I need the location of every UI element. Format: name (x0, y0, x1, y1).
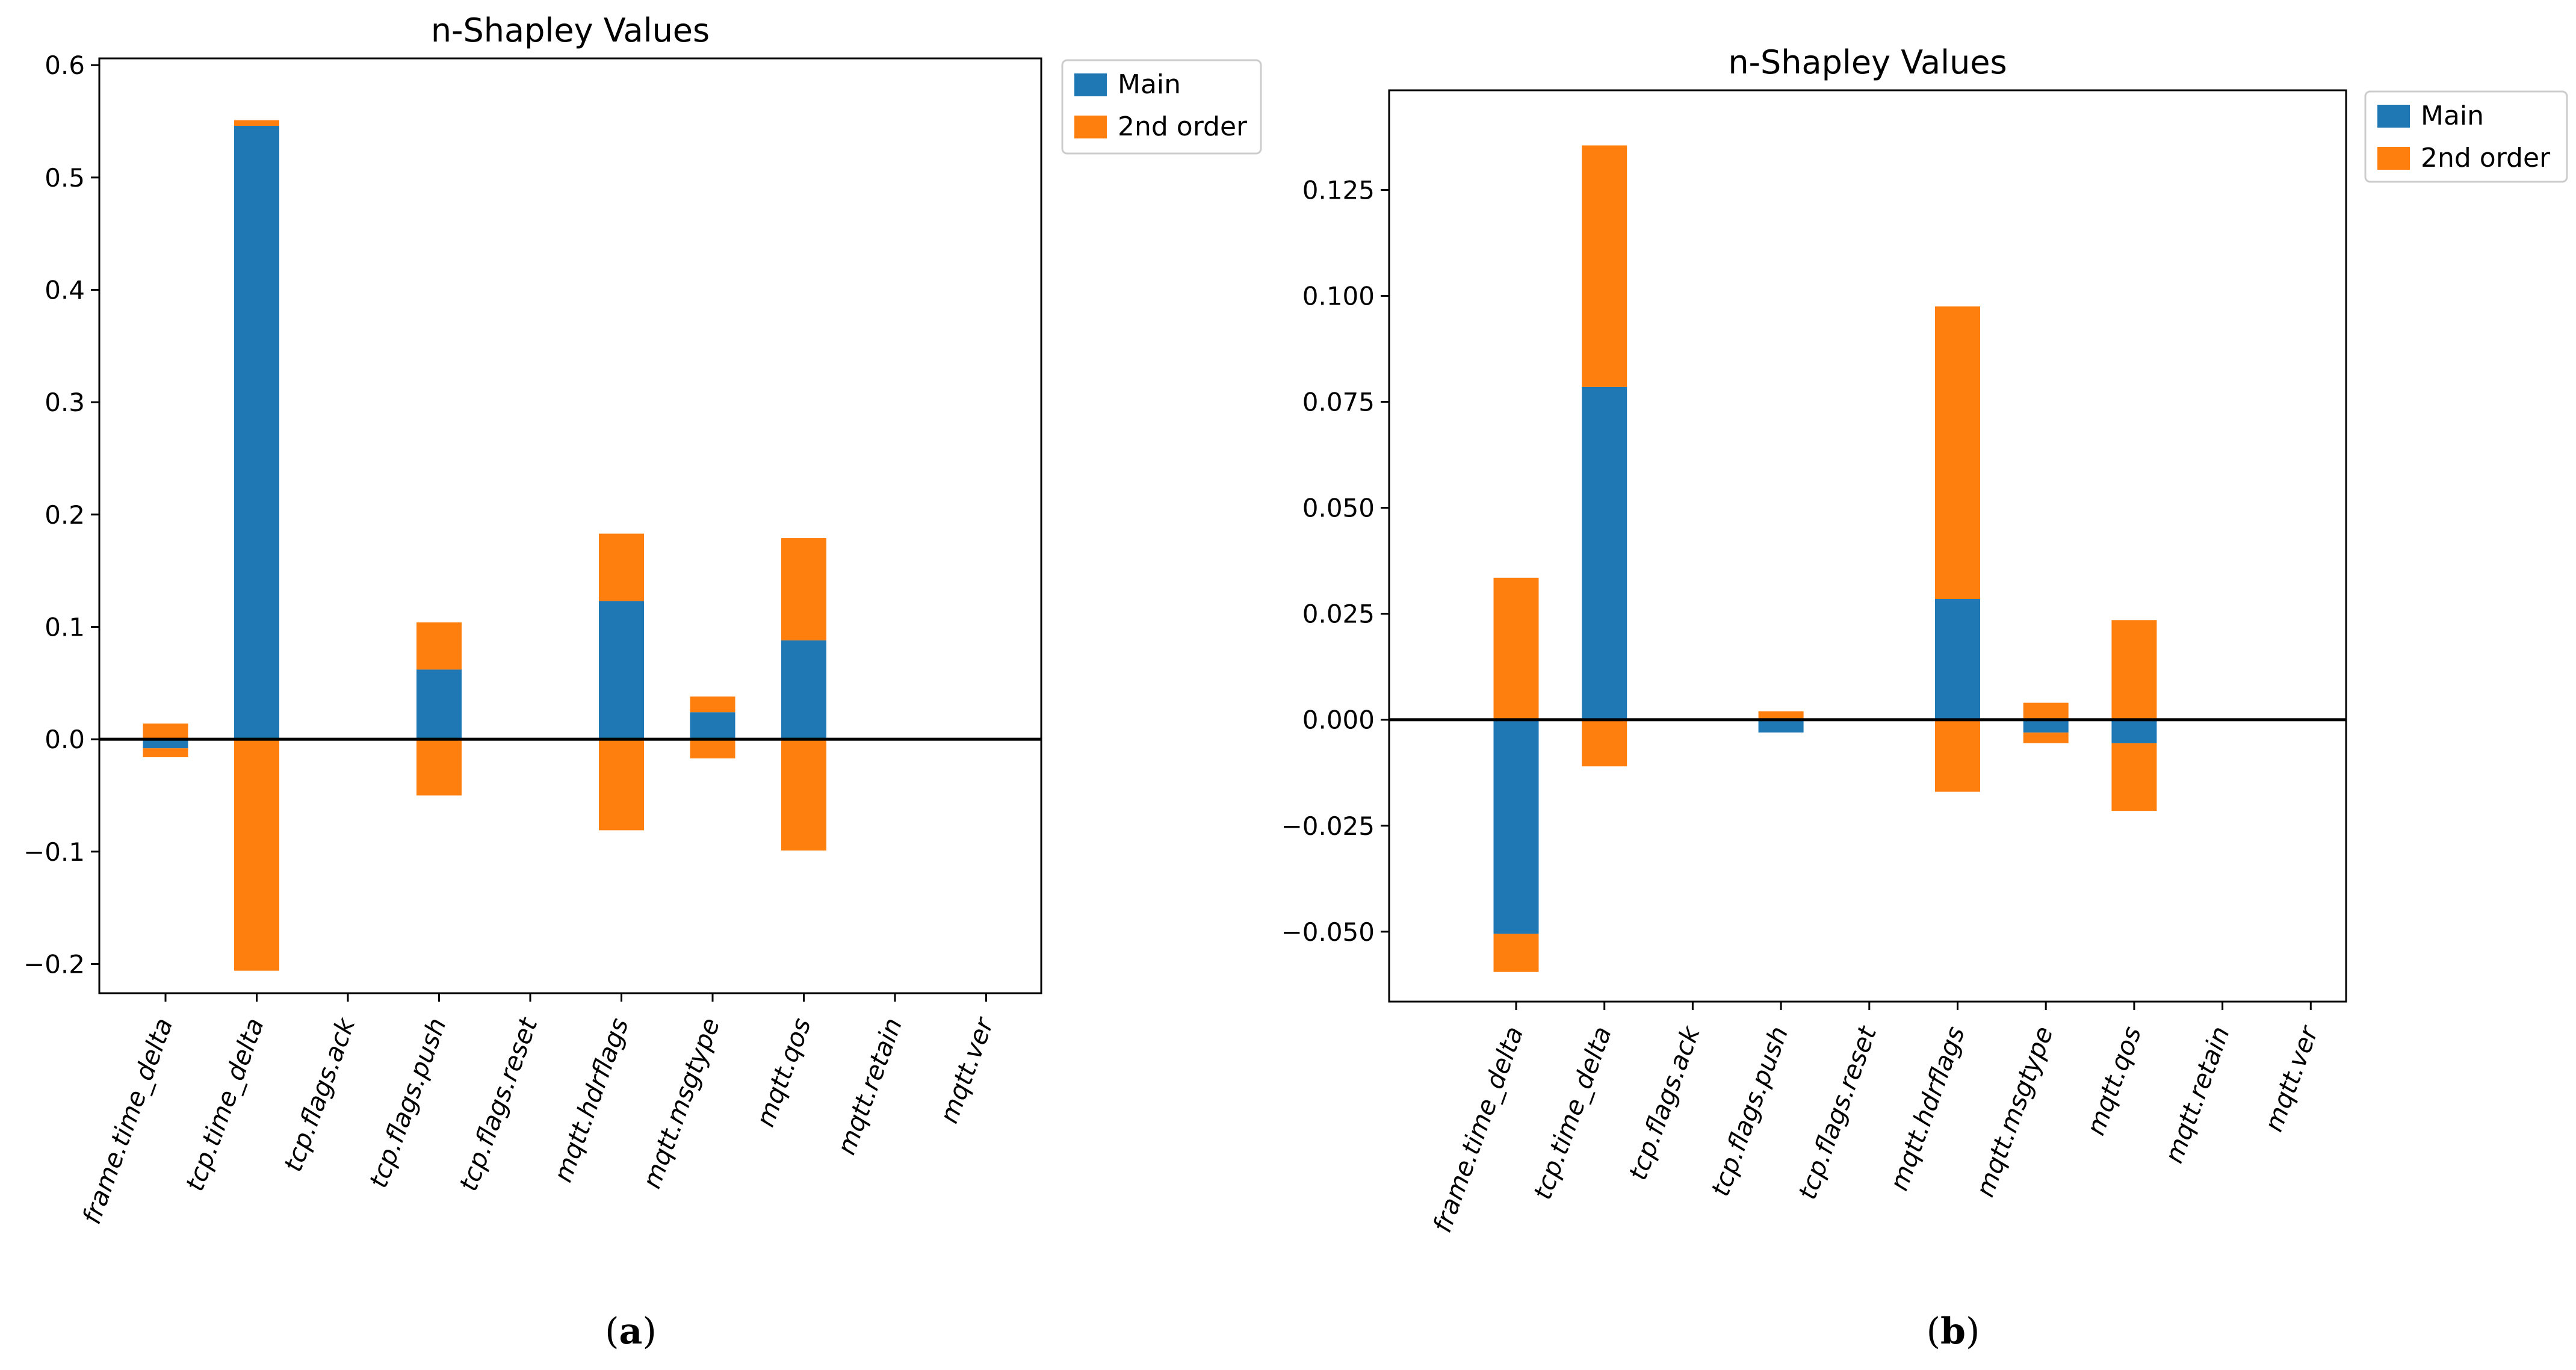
bar-2nd-order-negative (143, 748, 188, 758)
legend-box (1061, 59, 1262, 155)
caption-paren-close: ) (642, 1310, 656, 1353)
bar-main (2023, 719, 2069, 733)
bar-main (1758, 719, 1804, 733)
bar-main (781, 640, 826, 740)
bar-main (2111, 719, 2157, 743)
legend-swatch (1074, 73, 1107, 96)
bar-main (234, 125, 279, 740)
y-tick-label: 0.050 (1302, 494, 1375, 523)
figure-caption: (a) (605, 1310, 657, 1353)
bar-2nd-order-positive (1935, 306, 1980, 600)
y-tick-label: 0.5 (45, 163, 85, 193)
figure-caption: (b) (1927, 1310, 1980, 1353)
caption-letter: b (1940, 1310, 1966, 1353)
bar-main (1582, 386, 1627, 720)
legend-label: Main (1118, 69, 1181, 100)
caption-paren-close: ) (1966, 1310, 1980, 1353)
bar-2nd-order-positive (2023, 702, 2069, 720)
y-tick-label: 0.000 (1302, 705, 1375, 735)
bar-2nd-order-negative (1582, 719, 1627, 767)
bar-2nd-order-negative (416, 739, 462, 796)
caption-paren-open: ( (605, 1310, 619, 1353)
legend: Main 2nd order (1061, 59, 1262, 155)
y-tick-label: 0.6 (45, 51, 85, 80)
chart-title: n-Shapley Values (1728, 43, 2007, 81)
bar-2nd-order-negative (2111, 743, 2157, 811)
bar-main (1935, 599, 1980, 720)
legend: Main 2nd order (2364, 90, 2568, 183)
bar-main (599, 601, 644, 740)
plot-frame (1388, 89, 2347, 1003)
y-tick-label: −0.2 (23, 949, 85, 979)
bar-2nd-order-positive (1493, 577, 1539, 720)
y-tick-label: 0.3 (45, 388, 85, 417)
y-tick-label: 0.100 (1302, 282, 1375, 311)
legend-swatch (1074, 116, 1107, 138)
caption-paren-open: ( (1927, 1310, 1940, 1353)
y-tick-label: 0.1 (45, 612, 85, 642)
bar-2nd-order-positive (234, 120, 279, 126)
bar-2nd-order-negative (599, 739, 644, 831)
bar-2nd-order-negative (1935, 719, 1980, 792)
legend-label: 2nd order (2421, 143, 2551, 173)
bar-2nd-order-positive (143, 724, 188, 740)
y-tick-label: 0.125 (1302, 175, 1375, 205)
legend-box (2364, 90, 2568, 183)
bar-2nd-order-positive (1758, 711, 1804, 720)
y-tick-label: 0.4 (45, 276, 85, 305)
bar-2nd-order-positive (416, 622, 462, 670)
bar-main (143, 739, 188, 749)
bar-main (1493, 719, 1539, 934)
bar-2nd-order-positive (781, 538, 826, 640)
y-tick-label: 0.0 (45, 725, 85, 754)
bar-2nd-order-negative (781, 739, 826, 851)
y-tick-label: 0.025 (1302, 600, 1375, 629)
legend-swatch (2377, 147, 2410, 170)
bar-main (690, 712, 735, 740)
caption-letter: a (619, 1310, 643, 1353)
legend-label: Main (2421, 101, 2484, 131)
y-tick-label: −0.050 (1281, 917, 1375, 947)
bar-2nd-order-positive (2111, 620, 2157, 720)
y-tick-label: −0.1 (23, 837, 85, 867)
y-tick-label: −0.025 (1281, 811, 1375, 841)
bar-2nd-order-negative (690, 739, 735, 758)
legend-swatch (2377, 105, 2410, 128)
chart-title: n-Shapley Values (431, 11, 710, 49)
legend-label: 2nd order (1118, 111, 1248, 142)
plot-frame (98, 57, 1042, 994)
bar-2nd-order-positive (599, 533, 644, 601)
bar-main (416, 669, 462, 740)
bar-2nd-order-negative (1493, 934, 1539, 972)
y-tick-label: 0.2 (45, 500, 85, 530)
bar-2nd-order-positive (1582, 145, 1627, 387)
bar-2nd-order-negative (234, 739, 279, 971)
y-tick-label: 0.075 (1302, 388, 1375, 417)
bar-2nd-order-negative (2023, 732, 2069, 743)
bar-2nd-order-positive (690, 696, 735, 713)
